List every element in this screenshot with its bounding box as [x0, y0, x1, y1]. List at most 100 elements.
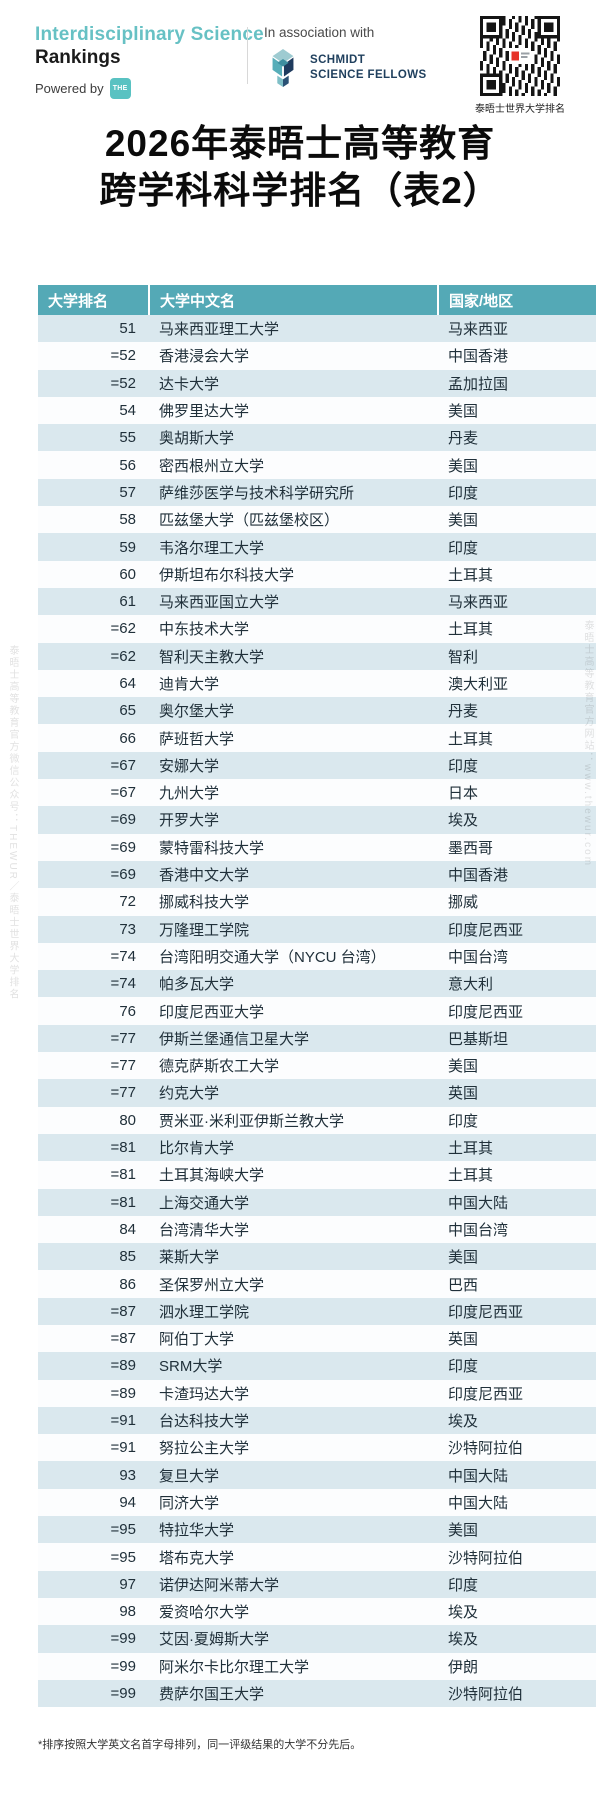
table-row: =77 伊斯兰堡通信卫星大学 巴基斯坦	[38, 1024, 596, 1053]
university-cell: 萨班哲大学	[159, 730, 235, 748]
rank-cell: 65	[119, 702, 136, 720]
university-cell: 艾因·夏姆斯大学	[159, 1631, 269, 1649]
header-divider	[247, 27, 248, 84]
table-row: =87 阿伯丁大学 英国	[38, 1324, 596, 1353]
col-header-university: 大学中文名	[148, 285, 438, 315]
rank-cell: =81	[110, 1166, 136, 1184]
university-cell: 九州大学	[159, 785, 220, 803]
table-header-row: 大学排名 大学中文名 国家/地区	[38, 285, 596, 315]
table-row: =87 泗水理工学院 印度尼西亚	[38, 1297, 596, 1325]
region-cell: 土耳其	[448, 566, 494, 584]
table-row: 60 伊斯坦布尔科技大学 土耳其	[38, 560, 596, 588]
rank-cell: 98	[119, 1603, 136, 1621]
rank-cell: =99	[110, 1684, 136, 1702]
university-cell: 蒙特雷科技大学	[159, 839, 265, 857]
region-cell: 美国	[448, 512, 479, 530]
association-block: In association with SCHMIDT SCIENCE FELL…	[264, 25, 427, 89]
region-cell: 印度尼西亚	[448, 921, 524, 939]
rank-cell: 76	[119, 1002, 136, 1020]
rank-cell: =74	[110, 947, 136, 965]
powered-by-label: Powered by	[35, 81, 104, 96]
region-cell: 挪威	[448, 894, 479, 912]
association-label: In association with	[264, 25, 375, 40]
rank-cell: 94	[119, 1493, 136, 1511]
table-row: =77 德克萨斯农工大学 美国	[38, 1052, 596, 1080]
region-cell: 中国香港	[448, 348, 509, 366]
region-cell: 沙特阿拉伯	[448, 1549, 524, 1567]
university-cell: 复旦大学	[159, 1467, 220, 1485]
region-cell: 巴基斯坦	[448, 1030, 509, 1048]
table-row: 86 圣保罗州立大学 巴西	[38, 1270, 596, 1298]
region-cell: 中国大陆	[448, 1467, 509, 1485]
university-cell: 伊斯坦布尔科技大学	[159, 566, 295, 584]
university-cell: 伊斯兰堡通信卫星大学	[159, 1030, 310, 1048]
table-row: =77 约克大学 英国	[38, 1079, 596, 1107]
table-row: 54 佛罗里达大学 美国	[38, 396, 596, 425]
rank-cell: =99	[110, 1657, 136, 1675]
table-row: =69 香港中文大学 中国香港	[38, 860, 596, 889]
region-cell: 土耳其	[448, 1140, 494, 1158]
rank-cell: =69	[110, 838, 136, 856]
university-cell: 圣保罗州立大学	[159, 1276, 265, 1294]
university-cell: 台湾清华大学	[159, 1221, 250, 1239]
university-cell: 佛罗里达大学	[159, 403, 250, 421]
region-cell: 沙特阿拉伯	[448, 1440, 524, 1458]
table-row: 76 印度尼西亚大学 印度尼西亚	[38, 997, 596, 1025]
region-cell: 印度	[448, 1576, 479, 1594]
table-row: =91 努拉公主大学 沙特阿拉伯	[38, 1434, 596, 1462]
page-title-line2: 跨学科科学排名（表2）	[99, 170, 501, 211]
rank-cell: 57	[119, 483, 136, 501]
table-row: 93 复旦大学 中国大陆	[38, 1461, 596, 1489]
region-cell: 印度	[448, 1358, 479, 1376]
region-cell: 沙特阿拉伯	[448, 1685, 524, 1703]
brand-title-line1: Interdisciplinary Science	[35, 24, 264, 45]
rank-cell: =67	[110, 784, 136, 802]
rank-cell: =77	[110, 1084, 136, 1102]
university-cell: 马来西亚国立大学	[159, 594, 280, 612]
rank-cell: 55	[119, 429, 136, 447]
rank-cell: 85	[119, 1248, 136, 1266]
university-cell: 贾米亚·米利亚伊斯兰教大学	[159, 1112, 344, 1130]
region-cell: 中国台湾	[448, 948, 509, 966]
page-title-line1: 2026年泰晤士高等教育	[104, 123, 496, 164]
table-row: =81 土耳其海峡大学 土耳其	[38, 1161, 596, 1189]
powered-by-row: Powered by THE	[35, 78, 264, 99]
region-cell: 美国	[448, 1249, 479, 1267]
table-row: 65 奥尔堡大学 丹麦	[38, 697, 596, 725]
university-cell: 阿米尔卡比尔理工大学	[159, 1658, 310, 1676]
rank-cell: =77	[110, 1057, 136, 1075]
table-row: 61 马来西亚国立大学 马来西亚	[38, 587, 596, 616]
rank-cell: 73	[119, 920, 136, 938]
rank-cell: =87	[110, 1302, 136, 1320]
rank-cell: =74	[110, 975, 136, 993]
region-cell: 土耳其	[448, 730, 494, 748]
university-cell: 爱资哈尔大学	[159, 1604, 250, 1622]
region-cell: 印度	[448, 1112, 479, 1130]
schmidt-cube-icon	[272, 49, 294, 87]
region-cell: 埃及	[448, 1604, 479, 1622]
rank-cell: 60	[119, 565, 136, 583]
region-cell: 土耳其	[448, 621, 494, 639]
university-cell: 上海交通大学	[159, 1194, 250, 1212]
university-cell: 努拉公主大学	[159, 1440, 250, 1458]
table-row: =62 中东技术大学 土耳其	[38, 615, 596, 643]
university-cell: 万隆理工学院	[159, 921, 250, 939]
university-cell: 匹兹堡大学（匹兹堡校区）	[159, 512, 340, 530]
rank-cell: 84	[119, 1220, 136, 1238]
table-row: 80 贾米亚·米利亚伊斯兰教大学 印度	[38, 1106, 596, 1134]
region-cell: 埃及	[448, 1631, 479, 1649]
rank-cell: 86	[119, 1275, 136, 1293]
region-cell: 美国	[448, 457, 479, 475]
table-row: 85 莱斯大学 美国	[38, 1243, 596, 1271]
table-row: =91 台达科技大学 埃及	[38, 1406, 596, 1435]
table-row: =99 阿米尔卡比尔理工大学 伊朗	[38, 1652, 596, 1680]
table-row: 97 诺伊达阿米蒂大学 印度	[38, 1570, 596, 1598]
qr-block: 泰晤士世界大学排名	[471, 16, 569, 115]
university-cell: 印度尼西亚大学	[159, 1003, 265, 1021]
university-cell: 香港浸会大学	[159, 348, 250, 366]
university-cell: 比尔肯大学	[159, 1140, 235, 1158]
university-cell: 土耳其海峡大学	[159, 1167, 265, 1185]
rank-cell: =81	[110, 1193, 136, 1211]
region-cell: 英国	[448, 1085, 479, 1103]
table-row: 98 爱资哈尔大学 埃及	[38, 1597, 596, 1626]
